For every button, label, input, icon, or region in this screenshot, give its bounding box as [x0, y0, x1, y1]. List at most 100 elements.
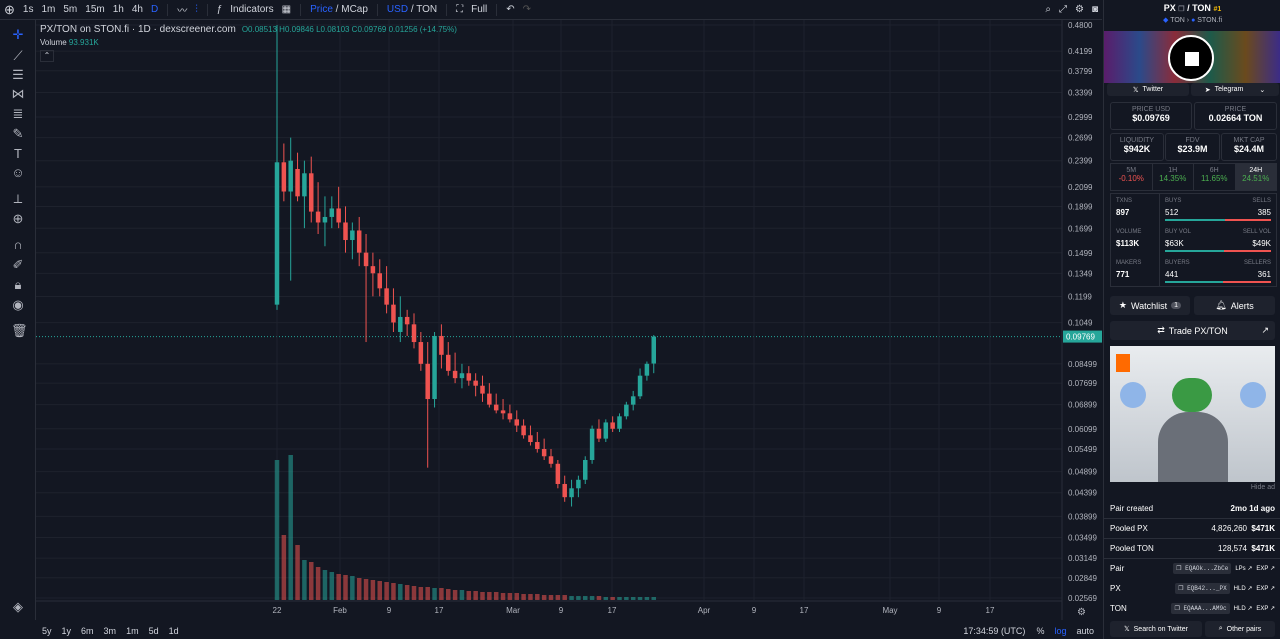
- search-twitter-button[interactable]: 𝕏 Search on Twitter: [1110, 621, 1202, 637]
- volume-value: 93.931K: [68, 38, 99, 47]
- other-pairs-button[interactable]: ⌕ Other pairs: [1205, 621, 1275, 637]
- search-icon[interactable]: ⌕: [1045, 4, 1051, 15]
- watchlist-button[interactable]: ★ Watchlist 1: [1110, 296, 1190, 315]
- range-1d[interactable]: 1d: [168, 625, 179, 636]
- gear-icon[interactable]: ⚙: [1074, 4, 1084, 15]
- range-6m[interactable]: 6m: [81, 625, 94, 636]
- price-tick: 0.06899: [1068, 401, 1097, 410]
- candle-body: [500, 410, 506, 414]
- interval-d[interactable]: D: [150, 4, 159, 15]
- interval-1m[interactable]: 1m: [41, 4, 56, 15]
- fib-icon[interactable]: ≣: [12, 106, 24, 121]
- volume-bar: [439, 588, 444, 600]
- add-symbol-icon[interactable]: ⊕: [4, 1, 15, 17]
- change-tab-24h[interactable]: 24H 24.51%: [1235, 164, 1276, 190]
- candle-body: [589, 428, 595, 460]
- candles-icon[interactable]: ⫶: [195, 4, 198, 15]
- indicators-icon[interactable]: ƒ: [216, 4, 223, 15]
- pair-created-row: Pair created 2mo 1d ago: [1110, 504, 1275, 513]
- dex-name[interactable]: STON.fi: [1197, 17, 1223, 24]
- hld-link[interactable]: HLD ↗: [1233, 606, 1253, 612]
- volume-bar: [548, 595, 554, 600]
- exp-link[interactable]: EXP ↗: [1256, 606, 1275, 612]
- volume-bar: [370, 580, 376, 600]
- candle-body: [350, 230, 355, 241]
- volume-bar: [651, 597, 656, 600]
- pair-address-chip[interactable]: ❐ EQAOk...ZbCe: [1173, 563, 1232, 574]
- zoom-icon[interactable]: ⊕: [12, 211, 24, 226]
- candle-body: [343, 222, 348, 241]
- crosshair-icon[interactable]: ✛: [12, 27, 24, 42]
- exp-link[interactable]: EXP ↗: [1256, 586, 1275, 592]
- log-toggle[interactable]: log: [1054, 625, 1067, 636]
- exp-link[interactable]: EXP ↗: [1256, 566, 1275, 572]
- axis-settings-icon[interactable]: ⚙: [1077, 607, 1086, 618]
- eye-icon[interactable]: ◉: [12, 297, 24, 312]
- ton-chain-icon: ◆: [1162, 17, 1169, 24]
- px-address-chip[interactable]: ❐ EQB42..._PX: [1175, 583, 1230, 594]
- range-3m[interactable]: 3m: [103, 625, 117, 636]
- copy-icon[interactable]: ❐: [1178, 6, 1185, 13]
- price-tick: 0.2999: [1068, 113, 1093, 122]
- change-tab-6h[interactable]: 6H 11.65%: [1194, 164, 1236, 190]
- lock-icon[interactable]: 🔒︎: [14, 277, 22, 292]
- percent-toggle[interactable]: %: [1036, 625, 1045, 636]
- interval-1s[interactable]: 1s: [22, 4, 34, 15]
- twitter-button[interactable]: 𝕏 Twitter: [1107, 83, 1189, 96]
- fullscreen-button[interactable]: Full: [471, 4, 488, 15]
- brush-icon[interactable]: ✎: [12, 126, 24, 141]
- price-mcap-toggle[interactable]: Price / MCap: [310, 4, 368, 15]
- telegram-button[interactable]: ➤ Telegram ⌄: [1191, 83, 1279, 96]
- auto-toggle[interactable]: auto: [1076, 625, 1094, 636]
- redo-icon[interactable]: ↷: [522, 4, 532, 15]
- text-icon[interactable]: T: [14, 146, 22, 161]
- usd-ton-toggle[interactable]: USD / TON: [386, 4, 438, 15]
- interval-4h[interactable]: 4h: [131, 4, 143, 15]
- change-tab-5m[interactable]: 5M -0.10%: [1111, 164, 1153, 190]
- collapse-legend-icon[interactable]: ⌃: [40, 50, 54, 62]
- candle-body: [336, 208, 341, 223]
- range-5d[interactable]: 5d: [148, 625, 159, 636]
- undo-icon[interactable]: ↶: [506, 4, 515, 15]
- trendline-icon[interactable]: ⟋: [13, 48, 23, 63]
- volume-bar: [569, 596, 574, 600]
- pitchfork-icon[interactable]: ⋈: [11, 86, 25, 101]
- lock-drawings-icon[interactable]: ✐: [12, 257, 24, 272]
- emoji-icon[interactable]: ☺: [11, 165, 25, 180]
- pooled-px-label: Pooled PX: [1110, 524, 1148, 533]
- interval-5m[interactable]: 5m: [63, 4, 78, 15]
- alerts-button[interactable]: 🔔︎ Alerts: [1194, 296, 1275, 315]
- external-link-icon[interactable]: ↗: [1261, 325, 1269, 335]
- range-1m[interactable]: 1m: [126, 625, 139, 636]
- change-tab-1h[interactable]: 1H 14.35%: [1153, 164, 1194, 190]
- interval-1h[interactable]: 1h: [112, 4, 124, 15]
- magnet-icon[interactable]: ∩: [13, 237, 23, 252]
- trade-button[interactable]: ⇄ Trade PX/TON ↗: [1110, 321, 1275, 340]
- interval-15m[interactable]: 15m: [85, 4, 105, 15]
- ad-image[interactable]: [1110, 346, 1275, 482]
- lps-link[interactable]: LPs ↗: [1235, 566, 1253, 572]
- ton-address-chip[interactable]: ❐ EQAAA...AM9c: [1171, 603, 1230, 614]
- ruler-icon[interactable]: ⟂: [13, 191, 23, 206]
- indicators-button[interactable]: Indicators: [230, 4, 274, 15]
- hld-label: HLD: [1233, 606, 1246, 612]
- chevron-down-icon[interactable]: ⌄: [1259, 86, 1266, 94]
- candle-body: [439, 335, 444, 355]
- trash-icon[interactable]: 🗑︎: [11, 323, 28, 338]
- hide-ad-link[interactable]: Hide ad: [1250, 484, 1275, 491]
- range-5y[interactable]: 5y: [42, 625, 52, 636]
- utc-clock[interactable]: 17:34:59 (UTC): [963, 625, 1026, 636]
- maximize-icon[interactable]: ⤢: [1058, 4, 1067, 15]
- range-1y[interactable]: 1y: [61, 625, 72, 636]
- hld-link[interactable]: HLD ↗: [1233, 586, 1253, 592]
- volume-bar: [493, 592, 499, 600]
- horizontal-lines-icon[interactable]: ☰: [12, 67, 24, 82]
- layout-icon[interactable]: ▦: [281, 4, 292, 15]
- camera-icon[interactable]: ◙: [1091, 4, 1098, 15]
- chain-name[interactable]: TON: [1170, 17, 1185, 24]
- price-chart[interactable]: 0.4800 0.4199 0.3799 0.3399 0.2999 0.2699 0.23…: [36, 20, 1102, 620]
- layers-icon[interactable]: ◈: [13, 599, 23, 614]
- line-chart-icon[interactable]: 〰: [177, 6, 188, 17]
- price-tick: 0.05499: [1068, 445, 1097, 454]
- fullscreen-icon[interactable]: ⛶: [456, 4, 464, 15]
